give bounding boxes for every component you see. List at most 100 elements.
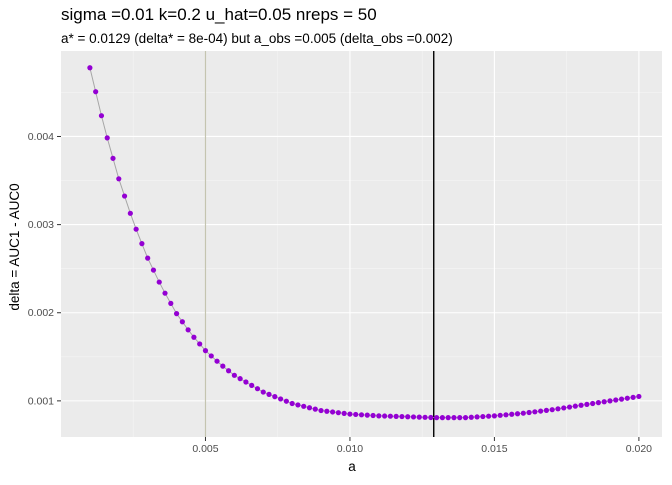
data-point [358, 412, 365, 418]
data-point [341, 410, 347, 416]
data-point [93, 89, 99, 95]
data-point [335, 410, 341, 416]
data-point [613, 397, 619, 403]
data-point [422, 414, 428, 420]
data-point [549, 407, 555, 413]
data-point [566, 404, 573, 410]
data-point [601, 399, 607, 405]
data-point [249, 382, 255, 388]
data-point [278, 396, 284, 402]
data-point [289, 400, 295, 407]
x-tick-label: 0.020 [626, 443, 652, 455]
data-point [330, 409, 336, 415]
data-point [555, 406, 561, 412]
data-point [636, 393, 642, 400]
data-point [399, 413, 405, 420]
data-point [474, 414, 480, 420]
x-tick-label: 0.015 [481, 443, 507, 455]
data-point [451, 415, 457, 421]
data-point [382, 413, 388, 419]
x-tick-label: 0.005 [192, 443, 218, 455]
data-point [191, 334, 197, 340]
data-point [306, 405, 313, 411]
data-point [497, 412, 503, 418]
data-point [572, 403, 578, 409]
data-point [185, 327, 191, 333]
data-point [491, 413, 498, 419]
data-point [202, 348, 209, 354]
data-point [98, 113, 105, 119]
data-point [428, 414, 434, 421]
data-point [590, 400, 596, 407]
data-point [370, 412, 376, 419]
data-point [376, 413, 382, 419]
x-axis-title: a [348, 459, 356, 474]
data-point [162, 290, 168, 296]
data-point [150, 267, 157, 273]
data-point [179, 319, 185, 325]
data-point [156, 279, 162, 285]
data-point [139, 241, 145, 247]
data-point [133, 226, 139, 232]
y-axis-title: delta = AUC1 - AUC0 [7, 183, 22, 310]
data-point [318, 407, 324, 414]
data-point [509, 411, 515, 417]
data-point [445, 415, 451, 421]
data-point [197, 341, 203, 347]
data-point [104, 135, 110, 141]
chart-subtitle: a* = 0.0129 (delta* = 8e-04) but a_obs =… [61, 31, 453, 46]
data-point [416, 414, 422, 420]
data-point [324, 408, 330, 414]
data-point [260, 389, 266, 395]
data-point [584, 401, 590, 407]
data-point [462, 415, 469, 421]
data-point [295, 402, 301, 408]
data-point [254, 386, 261, 392]
data-point [393, 413, 399, 419]
data-point [237, 376, 243, 382]
data-point [243, 379, 249, 385]
data-point [543, 407, 550, 413]
chart-title: sigma =0.01 k=0.2 u_hat=0.05 nreps = 50 [61, 5, 377, 24]
data-point [457, 415, 463, 421]
data-point [486, 413, 492, 419]
data-point [283, 398, 289, 404]
data-point [214, 358, 220, 364]
data-point [168, 300, 174, 306]
plot-panel [61, 51, 662, 437]
data-point [595, 400, 602, 406]
data-point [630, 394, 636, 400]
x-tick-label: 0.010 [337, 443, 363, 455]
data-point [127, 210, 133, 216]
data-point [439, 415, 445, 421]
data-point [110, 155, 116, 161]
data-point [116, 176, 122, 182]
y-tick-label: 0.001 [28, 395, 54, 407]
data-point [526, 409, 532, 416]
y-tick-label: 0.002 [28, 307, 54, 319]
data-point [624, 395, 630, 401]
data-point [145, 255, 151, 261]
data-point [538, 408, 544, 414]
plot-area: 0.005 0.010 0.015 0.020 0.001 0.002 0.003 0.004 [28, 51, 662, 455]
data-point [231, 372, 237, 378]
data-point [532, 409, 538, 415]
data-point [301, 403, 307, 409]
data-point [208, 353, 214, 359]
data-point [225, 368, 232, 374]
data-point [578, 402, 584, 408]
data-point [347, 411, 353, 417]
data-point [405, 414, 411, 420]
data-point [503, 412, 509, 418]
data-point [312, 406, 318, 412]
data-point [561, 405, 567, 411]
data-point [514, 411, 521, 417]
data-point [121, 193, 128, 199]
data-point [353, 411, 359, 418]
data-point [410, 414, 417, 420]
data-point [480, 413, 486, 420]
data-point [468, 414, 474, 420]
data-point [173, 311, 180, 317]
